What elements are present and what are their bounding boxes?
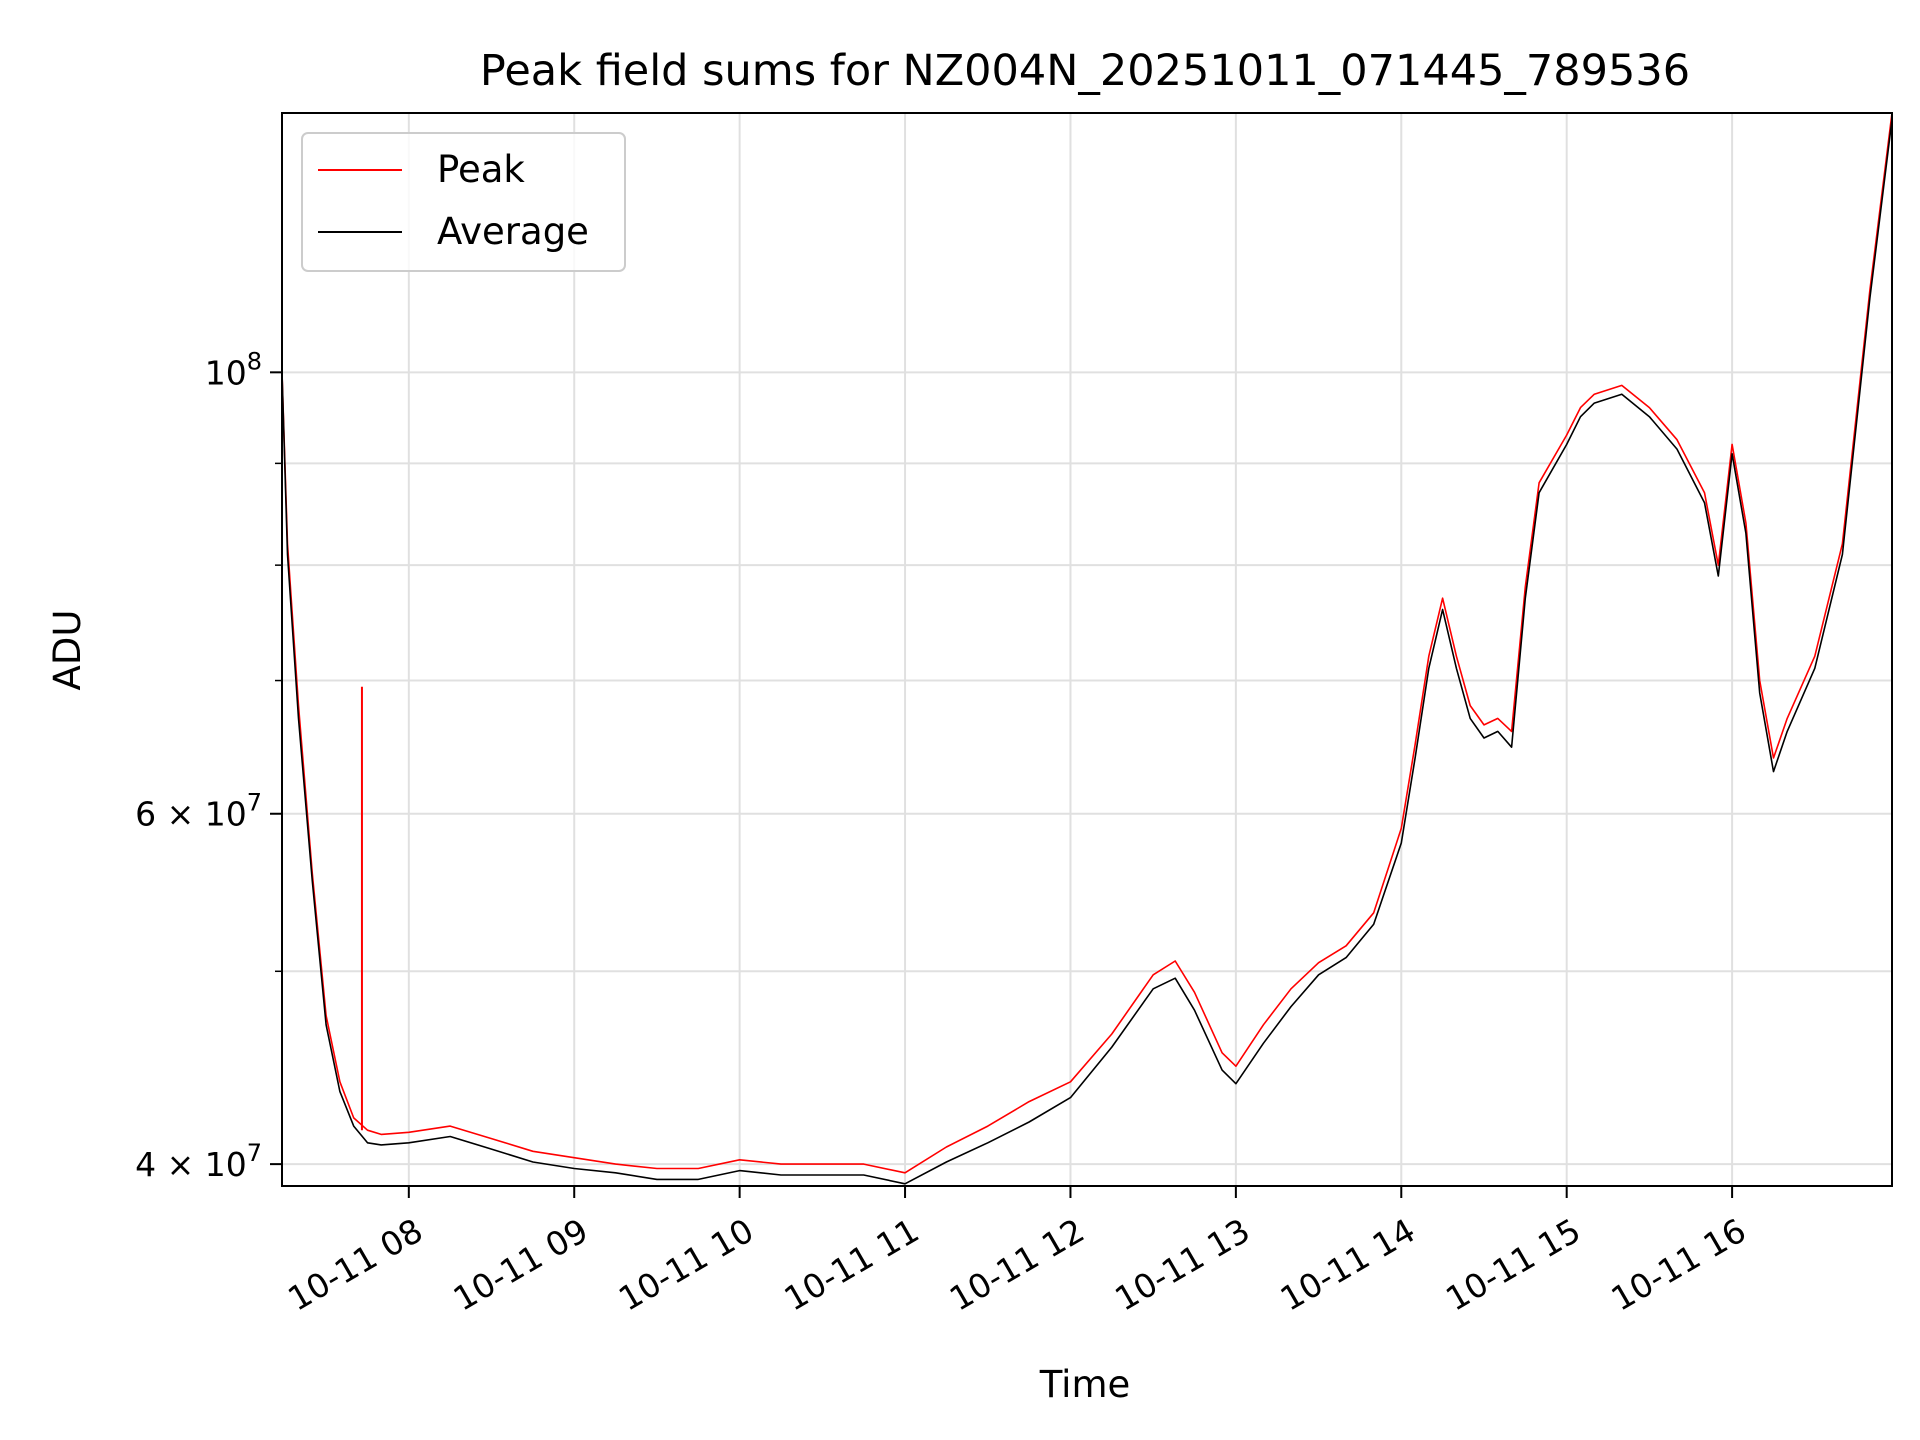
chart-title: Peak field sums for NZ004N_20251011_0714… — [480, 46, 1690, 96]
grid — [282, 113, 1892, 1186]
series-line-average — [281, 119, 1893, 1185]
x-axis-label: Time — [1039, 1363, 1131, 1406]
legend: Peak Average — [301, 132, 626, 272]
series-layer — [281, 112, 1893, 1185]
y-axis-label: ADU — [46, 610, 89, 691]
legend-label-peak: Peak — [437, 148, 525, 191]
legend-frame — [301, 132, 626, 272]
legend-label-average: Average — [437, 210, 589, 253]
y-axis: 4 × 107 6 × 107 108 — [135, 347, 282, 1184]
y-tick-label: 6 × 107 — [135, 789, 262, 834]
plot-frame — [281, 112, 1893, 1187]
y-tick-label: 108 — [205, 347, 262, 392]
series-line-peak — [281, 112, 1893, 1174]
y-tick-label: 4 × 107 — [135, 1139, 262, 1184]
